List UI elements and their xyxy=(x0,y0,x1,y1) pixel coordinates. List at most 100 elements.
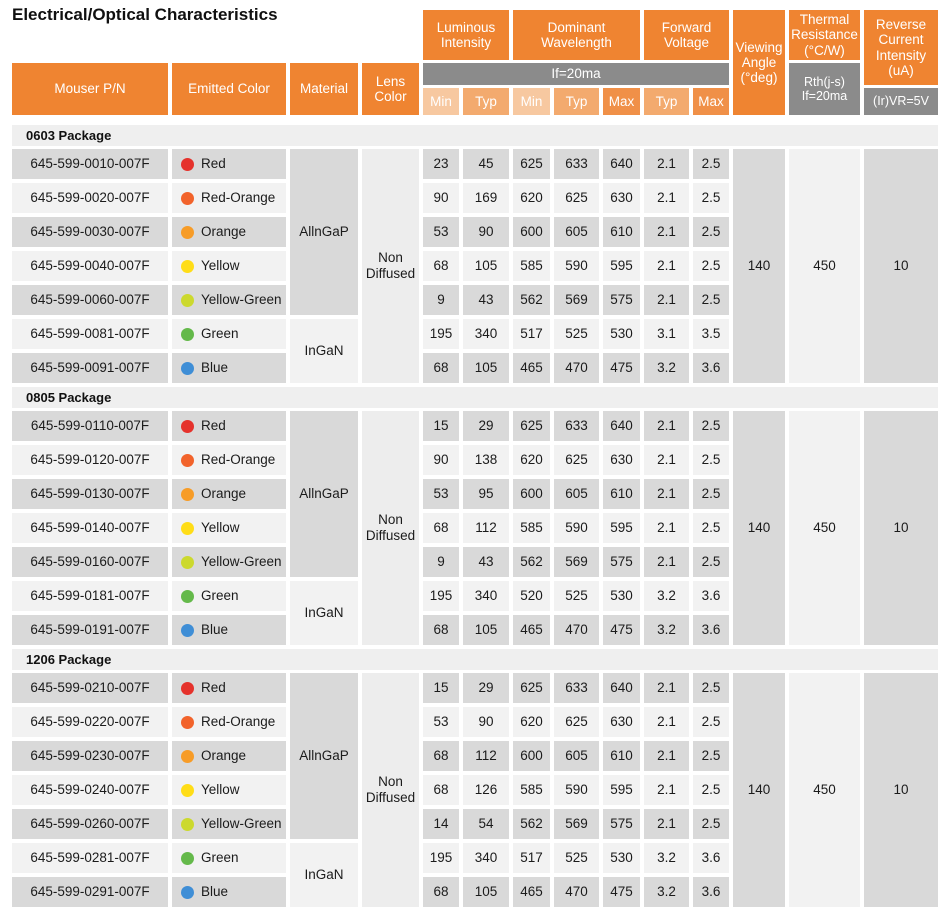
color-swatch-icon xyxy=(181,681,194,695)
value-cell: 585 xyxy=(513,775,550,805)
value-cell: 105 xyxy=(463,615,509,645)
emitted-color-cell: Red xyxy=(172,673,286,703)
color-swatch-icon xyxy=(181,419,194,433)
color-swatch-icon xyxy=(181,749,194,763)
sub-header-wavelength-typ: Typ xyxy=(554,88,599,115)
emitted-color-label: Yellow xyxy=(201,782,240,798)
value-cell: 2.5 xyxy=(693,809,729,839)
value-cell: 630 xyxy=(603,445,640,475)
value-cell: 54 xyxy=(463,809,509,839)
emitted-color-label: Orange xyxy=(201,486,247,502)
value-cell: 475 xyxy=(603,877,640,907)
color-swatch-icon xyxy=(181,817,194,831)
value-cell: 2.5 xyxy=(693,251,729,281)
group-header-forward-voltage: Forward Voltage xyxy=(644,10,729,60)
value-cell: 2.5 xyxy=(693,479,729,509)
group-header-luminous-intensity: Luminous Intensity xyxy=(423,10,509,60)
value-cell: 633 xyxy=(554,673,599,703)
part-number-cell: 645-599-0230-007F xyxy=(12,741,168,771)
value-cell: 525 xyxy=(554,843,599,873)
reverse-current-cell: 10 xyxy=(864,673,938,907)
emitted-color-cell: Red xyxy=(172,411,286,441)
emitted-color-label: Blue xyxy=(201,884,229,900)
value-cell: 530 xyxy=(603,581,640,611)
color-swatch-icon xyxy=(181,715,194,729)
value-cell: 2.5 xyxy=(693,707,729,737)
material-cell: AllnGaP xyxy=(290,673,358,839)
value-cell: 605 xyxy=(554,479,599,509)
value-cell: 2.5 xyxy=(693,741,729,771)
material-cell: InGaN xyxy=(290,843,358,907)
value-cell: 2.1 xyxy=(644,251,689,281)
value-cell: 340 xyxy=(463,581,509,611)
value-cell: 90 xyxy=(463,707,509,737)
sub-header-voltage-max: Max xyxy=(693,88,729,115)
value-cell: 633 xyxy=(554,411,599,441)
thermal-resistance-cell: 450 xyxy=(789,149,860,383)
value-cell: 68 xyxy=(423,513,459,543)
value-cell: 3.2 xyxy=(644,615,689,645)
emitted-color-cell: Blue xyxy=(172,877,286,907)
value-cell: 2.1 xyxy=(644,707,689,737)
part-number-cell: 645-599-0020-007F xyxy=(12,183,168,213)
value-cell: 68 xyxy=(423,877,459,907)
section-grid: 645-599-0210-007F Red 15 29 625 633 640 2.1 2.5 6… xyxy=(12,673,938,907)
value-cell: 2.1 xyxy=(644,809,689,839)
color-swatch-icon xyxy=(181,361,194,375)
emitted-color-label: Green xyxy=(201,326,239,342)
value-cell: 569 xyxy=(554,285,599,315)
color-swatch-icon xyxy=(181,453,194,467)
condition-bar: If=20ma xyxy=(423,63,729,85)
sub-header-voltage-typ: Typ xyxy=(644,88,689,115)
emitted-color-label: Yellow-Green xyxy=(201,554,282,570)
emitted-color-label: Blue xyxy=(201,622,229,638)
color-swatch-icon xyxy=(181,259,194,273)
value-cell: 90 xyxy=(423,183,459,213)
value-cell: 585 xyxy=(513,251,550,281)
color-swatch-icon xyxy=(181,623,194,637)
value-cell: 610 xyxy=(603,479,640,509)
value-cell: 2.1 xyxy=(644,183,689,213)
part-number-cell: 645-599-0120-007F xyxy=(12,445,168,475)
viewing-angle-cell: 140 xyxy=(733,149,785,383)
value-cell: 600 xyxy=(513,741,550,771)
value-cell: 475 xyxy=(603,353,640,383)
value-cell: 68 xyxy=(423,353,459,383)
color-swatch-icon xyxy=(181,157,194,171)
value-cell: 575 xyxy=(603,547,640,577)
value-cell: 562 xyxy=(513,547,550,577)
part-number-cell: 645-599-0030-007F xyxy=(12,217,168,247)
value-cell: 525 xyxy=(554,581,599,611)
value-cell: 640 xyxy=(603,411,640,441)
emitted-color-label: Green xyxy=(201,588,239,604)
value-cell: 9 xyxy=(423,547,459,577)
part-number-cell: 645-599-0281-007F xyxy=(12,843,168,873)
value-cell: 625 xyxy=(554,445,599,475)
value-cell: 2.5 xyxy=(693,673,729,703)
emitted-color-label: Yellow-Green xyxy=(201,816,282,832)
emitted-color-cell: Yellow xyxy=(172,513,286,543)
value-cell: 29 xyxy=(463,411,509,441)
part-number-cell: 645-599-0260-007F xyxy=(12,809,168,839)
value-cell: 2.5 xyxy=(693,149,729,179)
emitted-color-label: Red-Orange xyxy=(201,714,276,730)
value-cell: 530 xyxy=(603,319,640,349)
value-cell: 3.6 xyxy=(693,353,729,383)
part-number-cell: 645-599-0091-007F xyxy=(12,353,168,383)
value-cell: 68 xyxy=(423,775,459,805)
color-swatch-icon xyxy=(181,521,194,535)
value-cell: 2.1 xyxy=(644,513,689,543)
value-cell: 633 xyxy=(554,149,599,179)
value-cell: 470 xyxy=(554,615,599,645)
value-cell: 340 xyxy=(463,843,509,873)
col-header-mouser-pn: Mouser P/N xyxy=(12,63,168,115)
value-cell: 3.5 xyxy=(693,319,729,349)
emitted-color-label: Blue xyxy=(201,360,229,376)
part-number-cell: 645-599-0040-007F xyxy=(12,251,168,281)
viewing-angle-cell: 140 xyxy=(733,411,785,645)
value-cell: 112 xyxy=(463,741,509,771)
col-header-reverse-current: Reverse Current Intensity (uA) xyxy=(864,10,938,85)
part-number-cell: 645-599-0130-007F xyxy=(12,479,168,509)
value-cell: 2.5 xyxy=(693,411,729,441)
value-cell: 195 xyxy=(423,581,459,611)
